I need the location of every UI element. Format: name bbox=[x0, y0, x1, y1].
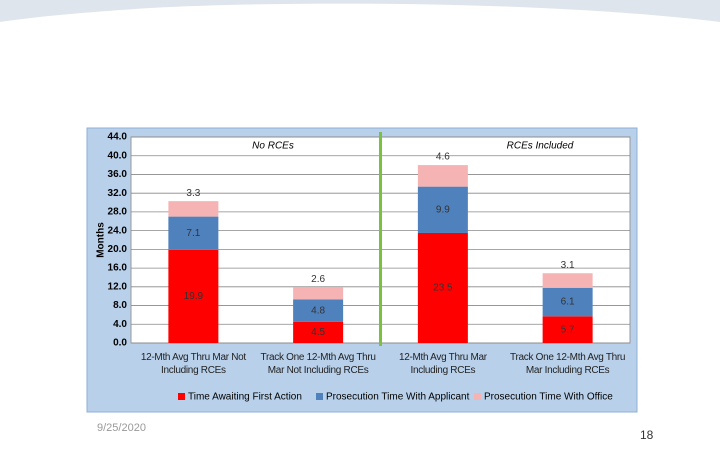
legend-label: Time Awaiting First Action bbox=[188, 392, 302, 403]
y-tick-label: 4.0 bbox=[113, 319, 127, 330]
y-tick-label: 24.0 bbox=[108, 225, 128, 236]
legend-label: Prosecution Time With Applicant bbox=[326, 392, 470, 403]
value-label: 3.1 bbox=[561, 260, 575, 271]
x-tick-label: Track One 12-Mth Avg Thru Mar Including … bbox=[510, 352, 626, 376]
y-tick-label: 44.0 bbox=[108, 132, 128, 143]
y-tick-label: 36.0 bbox=[108, 169, 128, 180]
y-tick-label: 12.0 bbox=[108, 281, 128, 292]
bar-segment bbox=[417, 165, 468, 187]
x-tick-label: 12-Mth Avg Thru Mar Not Including RCEs bbox=[140, 352, 246, 376]
bar-segment bbox=[293, 321, 344, 343]
bar-segment bbox=[417, 186, 468, 233]
value-label: 4.8 bbox=[311, 305, 325, 316]
bar-segment bbox=[168, 201, 219, 217]
legend-swatch bbox=[316, 393, 323, 400]
y-tick-label: 32.0 bbox=[108, 188, 128, 199]
footer-date: 9/25/2020 bbox=[97, 422, 146, 434]
bar-segment bbox=[293, 299, 344, 322]
value-label: 9.9 bbox=[436, 204, 450, 215]
value-label: 7.1 bbox=[186, 228, 200, 239]
legend-swatch bbox=[178, 393, 185, 400]
value-label: 19.9 bbox=[184, 291, 204, 302]
value-label: 4.6 bbox=[436, 152, 450, 163]
bar-segment bbox=[293, 287, 344, 300]
y-tick-label: 0.0 bbox=[113, 338, 127, 349]
annotation: No RCEs bbox=[252, 141, 294, 152]
value-label: 4.5 bbox=[311, 327, 325, 338]
value-label: 2.6 bbox=[311, 274, 325, 285]
bar-segment bbox=[417, 232, 468, 343]
slide-decoration bbox=[0, 0, 720, 22]
page-number: 18 bbox=[640, 428, 654, 442]
y-tick-label: 28.0 bbox=[108, 207, 128, 218]
y-tick-label: 20.0 bbox=[108, 244, 128, 255]
value-label: 6.1 bbox=[561, 297, 575, 308]
bar-segment bbox=[542, 287, 593, 317]
bar-segment bbox=[542, 273, 593, 288]
legend-swatch bbox=[474, 393, 481, 400]
value-label: 23.5 bbox=[433, 283, 453, 294]
y-tick-label: 8.0 bbox=[113, 300, 127, 311]
y-tick-label: 40.0 bbox=[108, 150, 128, 161]
legend-label: Prosecution Time With Office bbox=[484, 392, 613, 403]
x-tick-label: Track One 12-Mth Avg Thru Mar Not Includ… bbox=[260, 352, 376, 376]
y-tick-label: 16.0 bbox=[108, 263, 128, 274]
y-axis-label: Months bbox=[96, 222, 107, 258]
bar-segment bbox=[168, 249, 219, 343]
value-label: 5.7 bbox=[561, 324, 575, 335]
bar-segment bbox=[542, 316, 593, 343]
x-tick-label: 12-Mth Avg Thru Mar Including RCEs bbox=[398, 352, 487, 376]
value-label: 3.3 bbox=[186, 188, 200, 199]
bar-segment bbox=[168, 216, 219, 250]
annotation: RCEs Included bbox=[507, 141, 574, 152]
